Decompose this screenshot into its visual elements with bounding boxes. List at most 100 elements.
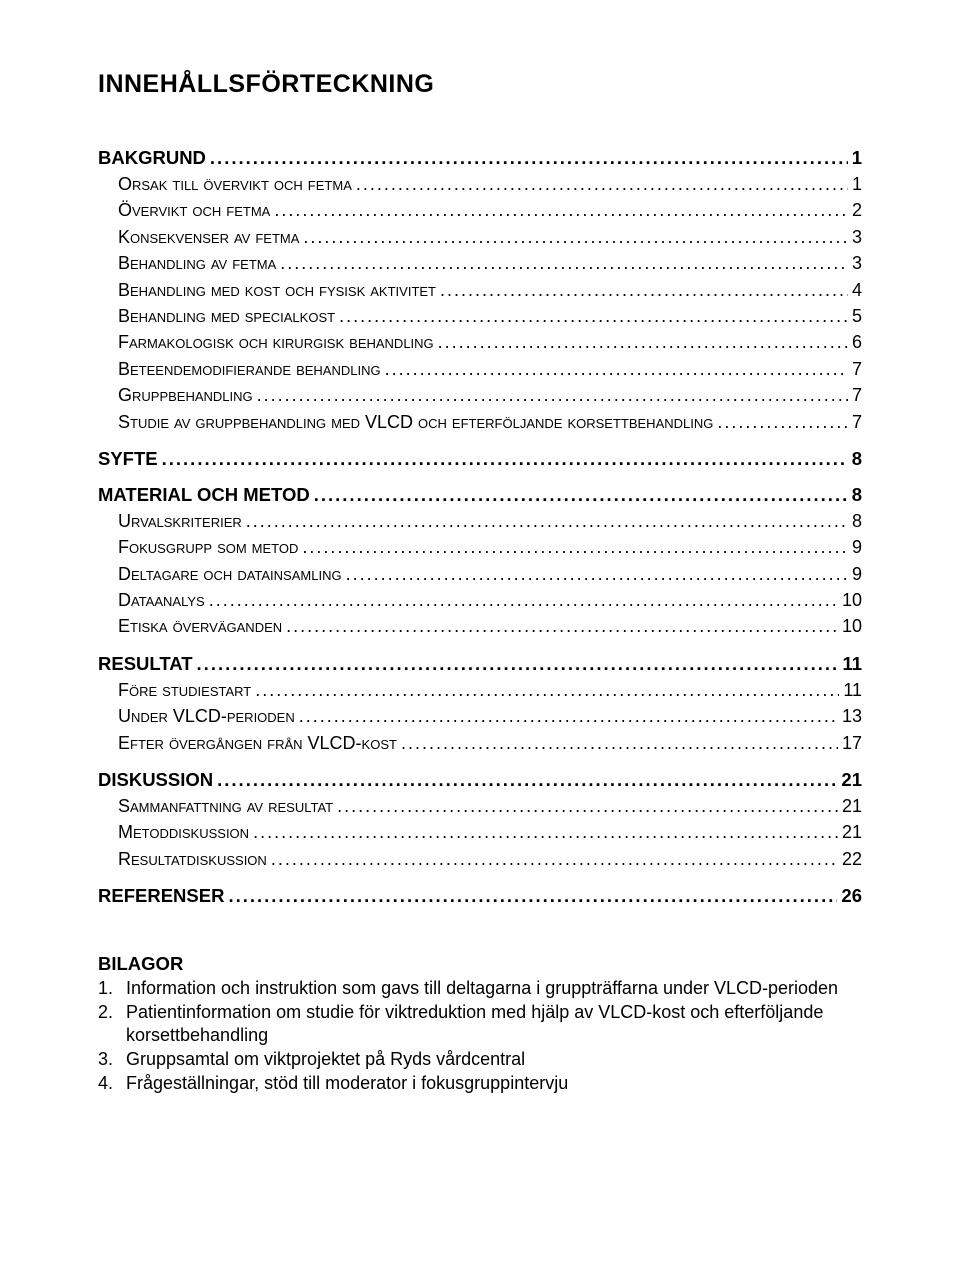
toc-leader-dots xyxy=(295,705,838,728)
toc-entry: Under VLCD-perioden13 xyxy=(118,705,862,728)
toc-entry: Studie av gruppbehandling med VLCD och e… xyxy=(118,411,862,434)
toc-leader-dots xyxy=(206,147,848,169)
toc-page-number: 7 xyxy=(848,411,862,434)
toc-leader-dots xyxy=(205,589,838,612)
toc-entry: Etiska överväganden 10 xyxy=(118,615,862,638)
toc-entry: MATERIAL OCH METOD8 xyxy=(98,484,862,506)
appendix-item-text: Patientinformation om studie för viktred… xyxy=(126,1001,862,1047)
toc-label: Behandling med kost och fysisk aktivitet xyxy=(118,279,436,302)
toc-page-number: 7 xyxy=(848,358,862,381)
toc-entry: Fokusgrupp som metod9 xyxy=(118,536,862,559)
appendix-section: BILAGOR 1.Information och instruktion so… xyxy=(98,953,862,1095)
toc-page-number: 26 xyxy=(837,885,862,907)
toc-entry: Deltagare och datainsamling 9 xyxy=(118,563,862,586)
toc-page-number: 21 xyxy=(837,769,862,791)
toc-entry: BAKGRUND1 xyxy=(98,147,862,169)
toc-leader-dots xyxy=(298,536,848,559)
toc-leader-dots xyxy=(352,173,848,196)
appendix-item: 1.Information och instruktion som gavs t… xyxy=(98,977,862,1000)
toc-entry: Behandling med kost och fysisk aktivitet… xyxy=(118,279,862,302)
toc-label: RESULTAT xyxy=(98,653,193,675)
toc-label: Sammanfattning av resultat xyxy=(118,795,333,818)
toc-label: Beteendemodifierande behandling xyxy=(118,358,381,381)
toc-page-number: 1 xyxy=(848,173,862,196)
toc-entry: Farmakologisk och kirurgisk behandling6 xyxy=(118,331,862,354)
toc-leader-dots xyxy=(224,885,837,907)
toc-page-number: 9 xyxy=(848,563,862,586)
toc-page-number: 21 xyxy=(838,795,862,818)
toc-label: Orsak till övervikt och fetma xyxy=(118,173,352,196)
appendix-item-number: 2. xyxy=(98,1001,126,1047)
appendix-item-number: 3. xyxy=(98,1048,126,1071)
toc-label: Deltagare och datainsamling xyxy=(118,563,342,586)
toc-leader-dots xyxy=(193,653,839,675)
appendix-item: 2.Patientinformation om studie för viktr… xyxy=(98,1001,862,1047)
appendix-heading: BILAGOR xyxy=(98,953,862,975)
toc-page-number: 7 xyxy=(848,384,862,407)
toc-leader-dots xyxy=(270,199,848,222)
toc-entry: Efter övergången från VLCD-kost 17 xyxy=(118,732,862,755)
toc-leader-dots xyxy=(242,510,848,533)
appendix-item: 3.Gruppsamtal om viktprojektet på Ryds v… xyxy=(98,1048,862,1071)
toc-label: DISKUSSION xyxy=(98,769,213,791)
appendix-item-text: Information och instruktion som gavs til… xyxy=(126,977,862,1000)
toc-label: Dataanalys xyxy=(118,589,205,612)
toc-label: Under VLCD-perioden xyxy=(118,705,295,728)
toc-entry: Konsekvenser av fetma 3 xyxy=(118,226,862,249)
toc-page-number: 1 xyxy=(848,147,862,169)
toc-leader-dots xyxy=(213,769,837,791)
toc-page-number: 10 xyxy=(838,589,862,612)
toc-label: Behandling av fetma xyxy=(118,252,276,275)
toc-entry: Beteendemodifierande behandling 7 xyxy=(118,358,862,381)
toc-leader-dots xyxy=(436,279,848,302)
toc-leader-dots xyxy=(713,411,848,434)
toc-page-number: 3 xyxy=(848,252,862,275)
toc-leader-dots xyxy=(158,448,848,470)
toc-leader-dots xyxy=(381,358,848,381)
toc-entry: Orsak till övervikt och fetma 1 xyxy=(118,173,862,196)
toc-label: Gruppbehandling xyxy=(118,384,253,407)
toc-label: REFERENSER xyxy=(98,885,224,907)
toc-leader-dots xyxy=(434,331,848,354)
toc-entry: SYFTE8 xyxy=(98,448,862,470)
toc-entry: REFERENSER 26 xyxy=(98,885,862,907)
page-title: INNEHÅLLSFÖRTECKNING xyxy=(98,70,862,99)
toc-label: Metoddiskussion xyxy=(118,821,249,844)
toc-label: SYFTE xyxy=(98,448,158,470)
toc-leader-dots xyxy=(397,732,838,755)
toc-page-number: 17 xyxy=(838,732,862,755)
toc-leader-dots xyxy=(253,384,848,407)
toc-leader-dots xyxy=(251,679,839,702)
appendix-item-number: 4. xyxy=(98,1072,126,1095)
toc-entry: Sammanfattning av resultat 21 xyxy=(118,795,862,818)
toc-page-number: 11 xyxy=(838,653,862,675)
toc-label: Konsekvenser av fetma xyxy=(118,226,299,249)
toc-page-number: 2 xyxy=(848,199,862,222)
toc-page-number: 8 xyxy=(848,510,862,533)
toc-leader-dots xyxy=(333,795,838,818)
toc-label: Efter övergången från VLCD-kost xyxy=(118,732,397,755)
appendix-item: 4.Frågeställningar, stöd till moderator … xyxy=(98,1072,862,1095)
toc-leader-dots xyxy=(299,226,848,249)
toc-entry: Metoddiskussion21 xyxy=(118,821,862,844)
toc-page-number: 4 xyxy=(848,279,862,302)
toc-entry: Gruppbehandling 7 xyxy=(118,384,862,407)
toc-label: Behandling med specialkost xyxy=(118,305,335,328)
toc-page-number: 10 xyxy=(838,615,862,638)
toc-leader-dots xyxy=(267,848,838,871)
toc-entry: Övervikt och fetma 2 xyxy=(118,199,862,222)
toc-leader-dots xyxy=(335,305,848,328)
toc-label: Övervikt och fetma xyxy=(118,199,270,222)
toc-entry: Dataanalys 10 xyxy=(118,589,862,612)
toc-entry: RESULTAT 11 xyxy=(98,653,862,675)
toc-page-number: 5 xyxy=(848,305,862,328)
document-page: INNEHÅLLSFÖRTECKNING BAKGRUND1 Orsak till… xyxy=(0,0,960,1156)
toc-leader-dots xyxy=(342,563,848,586)
toc-label: Etiska överväganden xyxy=(118,615,282,638)
toc-page-number: 3 xyxy=(848,226,862,249)
toc-entry: Före studiestart11 xyxy=(118,679,862,702)
appendix-item-text: Gruppsamtal om viktprojektet på Ryds vår… xyxy=(126,1048,862,1071)
toc-label: Urvalskriterier xyxy=(118,510,242,533)
toc-entry: Behandling av fetma 3 xyxy=(118,252,862,275)
appendix-list: 1.Information och instruktion som gavs t… xyxy=(98,977,862,1095)
